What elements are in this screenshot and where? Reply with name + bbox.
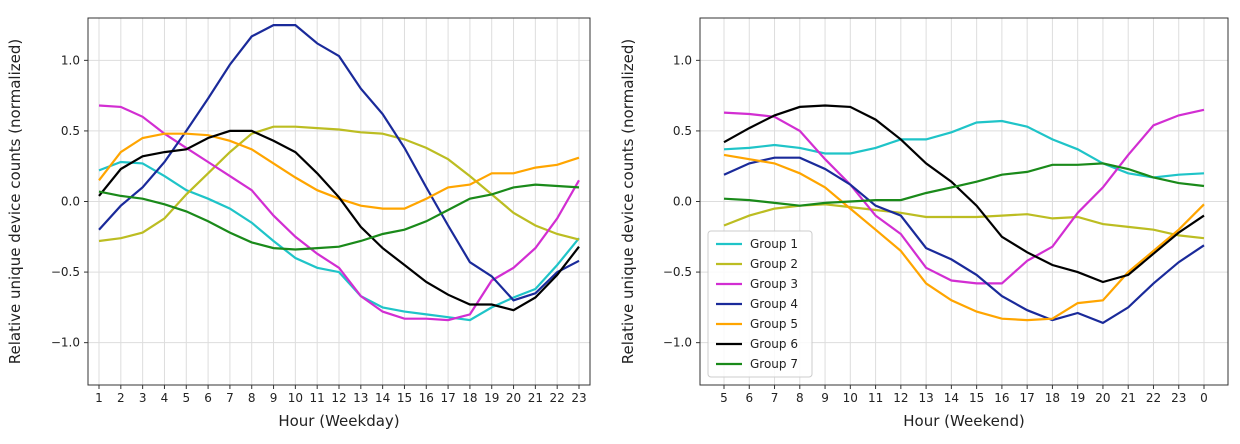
- y-tick-label: −0.5: [663, 265, 692, 279]
- y-tick-label: 0.5: [673, 124, 692, 138]
- x-tick-label: 9: [821, 391, 829, 405]
- y-tick-label: 1.0: [61, 53, 80, 67]
- legend-label: Group 6: [750, 337, 798, 351]
- x-tick-label: 15: [969, 391, 984, 405]
- x-tick-label: 15: [397, 391, 412, 405]
- x-tick-label: 19: [1070, 391, 1085, 405]
- x-tick-label: 11: [310, 391, 325, 405]
- x-tick-label: 17: [440, 391, 455, 405]
- x-tick-label: 20: [506, 391, 521, 405]
- x-tick-label: 5: [182, 391, 190, 405]
- line: [723, 119, 1205, 179]
- x-tick-label: 21: [1121, 391, 1136, 405]
- x-tick-label: 9: [270, 391, 278, 405]
- x-tick-label: 10: [843, 391, 858, 405]
- y-axis-label: Relative unique device counts (normalize…: [6, 39, 24, 364]
- y-tick-label: 0.5: [61, 124, 80, 138]
- legend-label: Group 7: [750, 357, 798, 371]
- x-tick-label: 18: [462, 391, 477, 405]
- x-tick-label: 3: [139, 391, 147, 405]
- x-tick-label: 11: [868, 391, 883, 405]
- x-tick-label: 22: [550, 391, 565, 405]
- line: [98, 160, 580, 322]
- x-tick-label: 7: [771, 391, 779, 405]
- x-tick-label: 17: [1020, 391, 1035, 405]
- x-tick-label: 22: [1146, 391, 1161, 405]
- x-tick-label: 10: [288, 391, 303, 405]
- x-tick-label: 23: [571, 391, 586, 405]
- x-tick-label: 8: [796, 391, 804, 405]
- x-tick-label: 5: [720, 391, 728, 405]
- line: [723, 162, 1205, 207]
- line: [98, 24, 580, 302]
- plot-frame: [699, 17, 1229, 386]
- line: [723, 108, 1205, 285]
- y-tick-label: −1.0: [51, 336, 80, 350]
- x-tick-label: 13: [918, 391, 933, 405]
- plot: −1.0−0.50.00.51.01 2 3 4 5 6 7 8 9 10 11 12 13 14 15 16…: [6, 17, 591, 430]
- plot: −1.0 −0.5 0.0 0.5 1.0 5 6 7 8 9 10 11 12 13 14 15 16 17 18…: [619, 17, 1229, 430]
- legend-label: Group 1: [750, 237, 798, 251]
- y-tick-label: −1.0: [663, 336, 692, 350]
- line: [98, 125, 580, 243]
- x-tick-label: 12: [893, 391, 908, 405]
- x-tick-label: 12: [331, 391, 346, 405]
- legend: Group 1 Group 2 Group 3 Group 4 Group 5 Group…: [707, 230, 813, 378]
- x-tick-label: 7: [226, 391, 234, 405]
- x-tick-label: 21: [528, 391, 543, 405]
- x-tick-label: 0: [1200, 391, 1208, 405]
- x-tick-label: 13: [353, 391, 368, 405]
- x-tick-label: 6: [745, 391, 753, 405]
- line: [98, 183, 580, 251]
- y-axis-label: Relative unique device counts (normalize…: [619, 39, 637, 364]
- legend-box: [707, 230, 813, 378]
- x-tick-label: 14: [944, 391, 959, 405]
- x-tick-label: 14: [375, 391, 390, 405]
- x-tick-label: 2: [117, 391, 125, 405]
- x-tick-label: 20: [1095, 391, 1110, 405]
- x-tick-label: 4: [161, 391, 169, 405]
- x-tick-label: 23: [1171, 391, 1186, 405]
- line: [723, 104, 1205, 284]
- legend-label: Group 4: [750, 297, 798, 311]
- x-tick-label: 8: [248, 391, 256, 405]
- y-tick-label: −0.5: [51, 265, 80, 279]
- legend-label: Group 5: [750, 317, 798, 331]
- x-axis-label: Hour (Weekday): [278, 412, 399, 430]
- y-tick-label: 0.0: [61, 195, 80, 209]
- x-tick-label: 6: [204, 391, 212, 405]
- plot-frame: [87, 17, 591, 386]
- x-tick-label: 19: [484, 391, 499, 405]
- y-tick-label: 0.0: [673, 195, 692, 209]
- line: [723, 156, 1205, 325]
- x-tick-label: 16: [994, 391, 1009, 405]
- x-axis-label: Hour (Weekend): [903, 412, 1024, 430]
- y-tick-label: 1.0: [673, 53, 692, 67]
- legend-label: Group 2: [750, 257, 798, 271]
- x-tick-label: 18: [1045, 391, 1060, 405]
- legend-label: Group 3: [750, 277, 798, 291]
- x-tick-label: 1: [95, 391, 103, 405]
- x-tick-label: 16: [419, 391, 434, 405]
- line: [98, 129, 580, 312]
